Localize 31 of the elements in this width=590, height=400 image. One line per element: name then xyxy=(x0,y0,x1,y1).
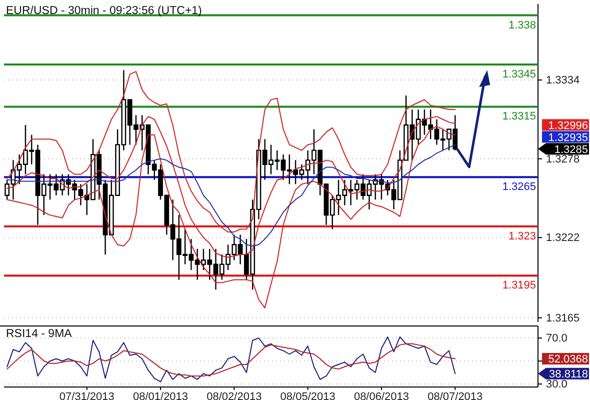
chart-title: RSI14 - 9MA xyxy=(6,328,72,340)
x-tick-label: 08/06/2013 xyxy=(354,390,410,400)
x-tick-label: 08/05/2013 xyxy=(280,390,336,400)
line-series xyxy=(6,343,456,376)
line-series xyxy=(6,116,456,258)
y-tick-label: 1.3165 xyxy=(546,312,580,324)
chart-title: EUR/USD - 30min - 09:23:56 (UTC+1) xyxy=(6,5,202,17)
x-tick-label: 07/31/2013 xyxy=(59,390,114,400)
y-tick-label: 1.3334 xyxy=(546,74,580,86)
ref-line-label: 1.3315 xyxy=(502,110,536,123)
x-tick-label: 08/07/2013 xyxy=(428,390,483,400)
text: 1.32935 xyxy=(548,132,588,144)
x-tick-label: 08/01/2013 xyxy=(132,390,188,400)
ref-line-label: 1.3195 xyxy=(502,280,536,292)
text: 52.0368 xyxy=(548,354,588,366)
y-tick-label: 1.3278 xyxy=(546,153,580,166)
line-series xyxy=(6,336,456,382)
line-series xyxy=(6,126,456,308)
y-tick-label: 70.0 xyxy=(546,332,568,345)
x-tick-label: 08/02/2013 xyxy=(206,390,262,400)
ref-line-label: 1.3265 xyxy=(502,181,536,194)
ref-line-label: 1.3345 xyxy=(502,68,536,81)
text: 1.32996 xyxy=(548,120,588,132)
text: 1.3285 xyxy=(554,144,588,156)
text: 38.8118 xyxy=(549,368,588,381)
ref-line-label: 1.323 xyxy=(508,230,536,242)
ref-line-label: 1.338 xyxy=(508,19,536,32)
line-series xyxy=(6,144,456,247)
y-tick-label: 1.3222 xyxy=(546,232,580,244)
line-series xyxy=(6,71,456,232)
y-tick-label: 30.0 xyxy=(546,378,568,391)
